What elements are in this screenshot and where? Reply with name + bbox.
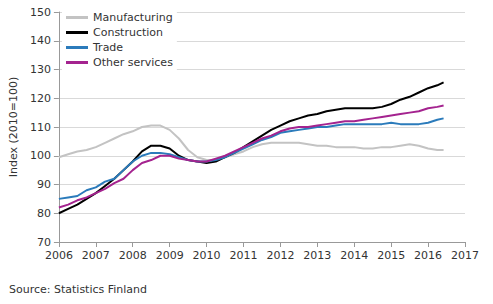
- svg-text:Manufacturing: Manufacturing: [93, 11, 173, 24]
- svg-text:2006: 2006: [45, 249, 73, 262]
- svg-text:2016: 2016: [414, 249, 442, 262]
- svg-text:Trade: Trade: [92, 41, 123, 54]
- svg-text:2013: 2013: [303, 249, 331, 262]
- svg-text:Source: Statistics Finland: Source: Statistics Finland: [9, 283, 147, 296]
- svg-text:2010: 2010: [193, 249, 221, 262]
- svg-text:2009: 2009: [156, 249, 184, 262]
- svg-text:90: 90: [37, 178, 51, 191]
- svg-text:80: 80: [37, 207, 51, 220]
- svg-text:Other services: Other services: [93, 56, 173, 69]
- svg-text:140: 140: [30, 34, 51, 47]
- svg-text:130: 130: [30, 63, 51, 76]
- svg-text:2008: 2008: [119, 249, 147, 262]
- svg-text:Construction: Construction: [93, 26, 163, 39]
- svg-text:120: 120: [30, 92, 51, 105]
- svg-text:100: 100: [30, 149, 51, 162]
- svg-text:2014: 2014: [340, 249, 368, 262]
- svg-text:110: 110: [30, 121, 51, 134]
- svg-text:2011: 2011: [229, 249, 257, 262]
- svg-text:70: 70: [37, 236, 51, 249]
- svg-text:2007: 2007: [82, 249, 110, 262]
- svg-text:150: 150: [30, 6, 51, 19]
- svg-text:2017: 2017: [451, 249, 479, 262]
- svg-text:2015: 2015: [377, 249, 405, 262]
- svg-text:2012: 2012: [266, 249, 294, 262]
- svg-text:Index (2010=100): Index (2010=100): [7, 77, 20, 178]
